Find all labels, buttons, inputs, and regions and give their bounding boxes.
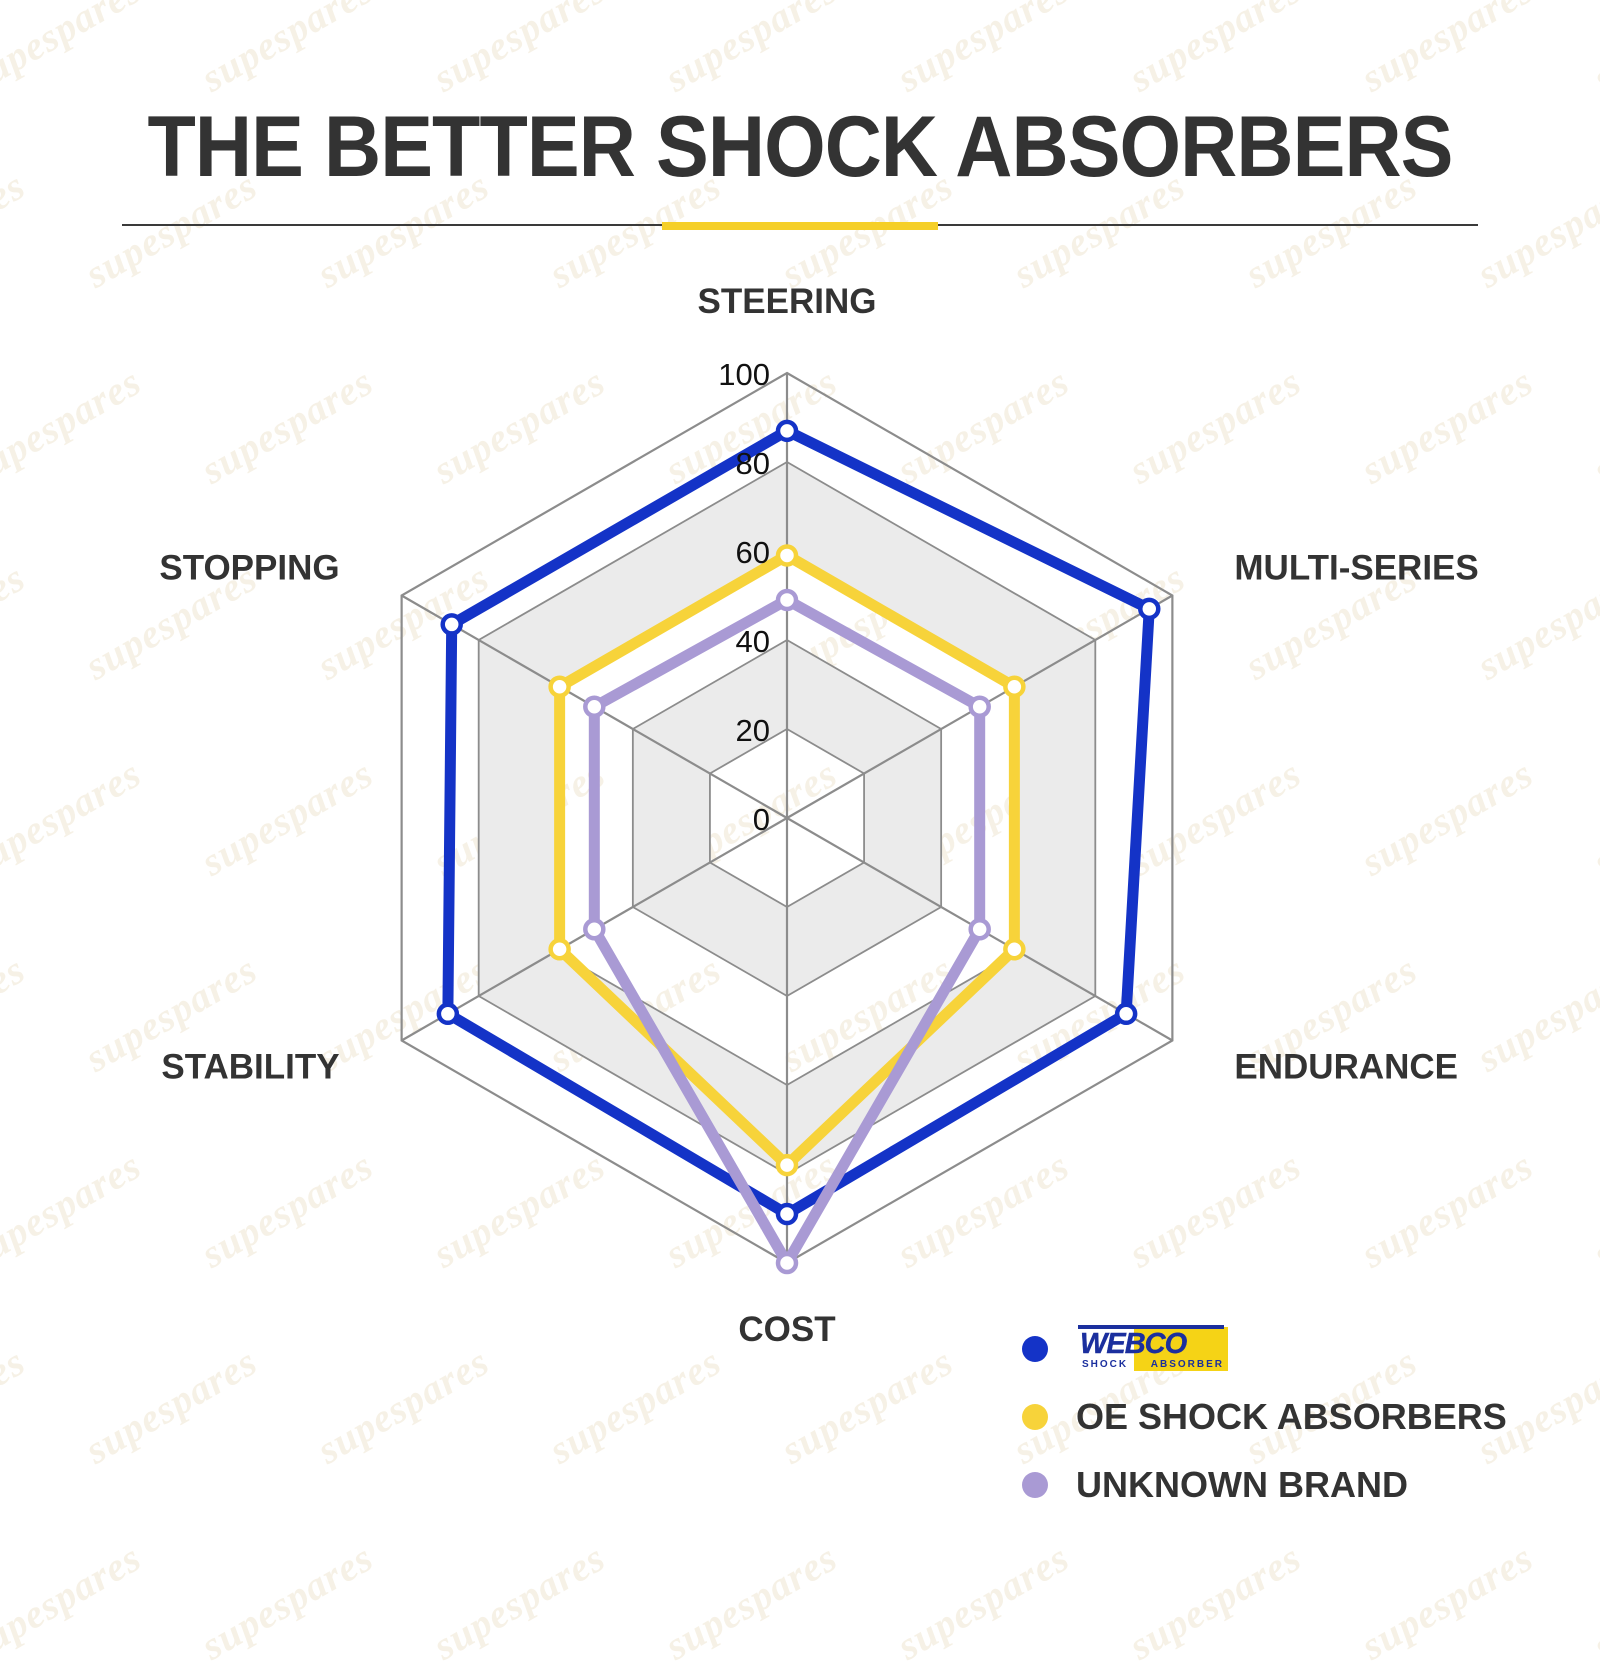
webco-logo: WEBCO SHOCK ABSORBER <box>1076 1325 1228 1373</box>
radar-data-point <box>548 938 571 961</box>
legend-swatch-webco <box>1022 1336 1048 1362</box>
radar-chart-svg: 0 20 40 60 80 100 STEERING MULTI-SERIES ENDURAN… <box>159 282 1478 1349</box>
radar-tick-label: 60 <box>736 535 770 570</box>
radar-data-point <box>968 695 991 718</box>
radar-axis-label-stability: STABILITY <box>161 1048 339 1087</box>
radar-data-point <box>775 419 799 443</box>
radar-data-point <box>968 918 991 941</box>
radar-series-1 <box>436 419 1161 1226</box>
title-rule-accent <box>662 222 938 230</box>
webco-logo-bar <box>1078 1325 1224 1329</box>
radar-axis-label-endurance: ENDURANCE <box>1234 1048 1458 1087</box>
radar-data-point <box>548 675 571 698</box>
radar-tick-label: 20 <box>736 713 770 748</box>
radar-data-point <box>1003 938 1026 961</box>
webco-logo-subtitle: SHOCK ABSORBER <box>1082 1359 1224 1370</box>
radar-tick-labels: 0 20 40 60 80 100 <box>718 357 770 837</box>
radar-tick-label: 80 <box>736 446 770 481</box>
legend-swatch-unknown <box>1022 1472 1048 1498</box>
radar-series-layer <box>436 419 1161 1275</box>
radar-axis-label-cost: COST <box>738 1310 835 1349</box>
radar-tick-label: 40 <box>736 624 770 659</box>
radar-data-point <box>583 695 606 718</box>
legend-item-unknown-brand[interactable]: UNKNOWN BRAND <box>1022 1454 1507 1516</box>
webco-logo-subtitle-right: ABSORBER <box>1150 1359 1224 1370</box>
webco-logo-subtitle-left: SHOCK <box>1082 1359 1129 1370</box>
radar-series-3 <box>583 588 991 1275</box>
radar-axis-labels: STEERING MULTI-SERIES ENDURANCE COST STABILI… <box>159 282 1478 1349</box>
radar-axis-label-steering: STEERING <box>698 282 877 321</box>
radar-data-point <box>775 1251 799 1275</box>
radar-chart: 0 20 40 60 80 100 STEERING MULTI-SERIES ENDURAN… <box>159 282 1478 1349</box>
radar-data-point <box>440 613 463 636</box>
radar-data-point <box>1003 675 1026 698</box>
header: THE BETTER SHOCK ABSORBERS <box>0 0 1600 230</box>
legend-label-unknown: UNKNOWN BRAND <box>1076 1464 1408 1505</box>
radar-band <box>632 640 942 996</box>
radar-data-point <box>775 544 799 567</box>
webco-logo-yellow-block <box>1134 1327 1228 1371</box>
radar-data-point <box>1138 597 1161 621</box>
legend-label-oe: OE SHOCK ABSORBERS <box>1076 1396 1507 1437</box>
legend-item-oe-shock-absorbers[interactable]: OE SHOCK ABSORBERS <box>1022 1386 1507 1448</box>
radar-data-point <box>775 1202 799 1226</box>
radar-data-point <box>1114 1002 1138 1026</box>
title-underline <box>122 222 1478 230</box>
radar-data-point <box>436 1002 460 1026</box>
radar-data-point <box>583 918 606 941</box>
page-title: THE BETTER SHOCK ABSORBERS <box>147 99 1453 195</box>
webco-logo-wordmark: WEBCO <box>1080 1328 1188 1360</box>
legend-swatch-oe <box>1022 1404 1048 1430</box>
radar-data-point <box>775 588 799 612</box>
chart-legend: WEBCO SHOCK ABSORBER OE SHOCK ABSORBERS … <box>1022 1318 1507 1522</box>
radar-axis-label-multi-series: MULTI-SERIES <box>1234 549 1478 588</box>
radar-tick-label: 0 <box>753 802 770 837</box>
radar-tick-label: 100 <box>718 357 770 392</box>
radar-data-point <box>775 1153 799 1177</box>
radar-axis-label-stopping: STOPPING <box>159 549 339 588</box>
radar-series-2 <box>548 544 1026 1177</box>
legend-item-webco[interactable]: WEBCO SHOCK ABSORBER <box>1022 1318 1507 1380</box>
